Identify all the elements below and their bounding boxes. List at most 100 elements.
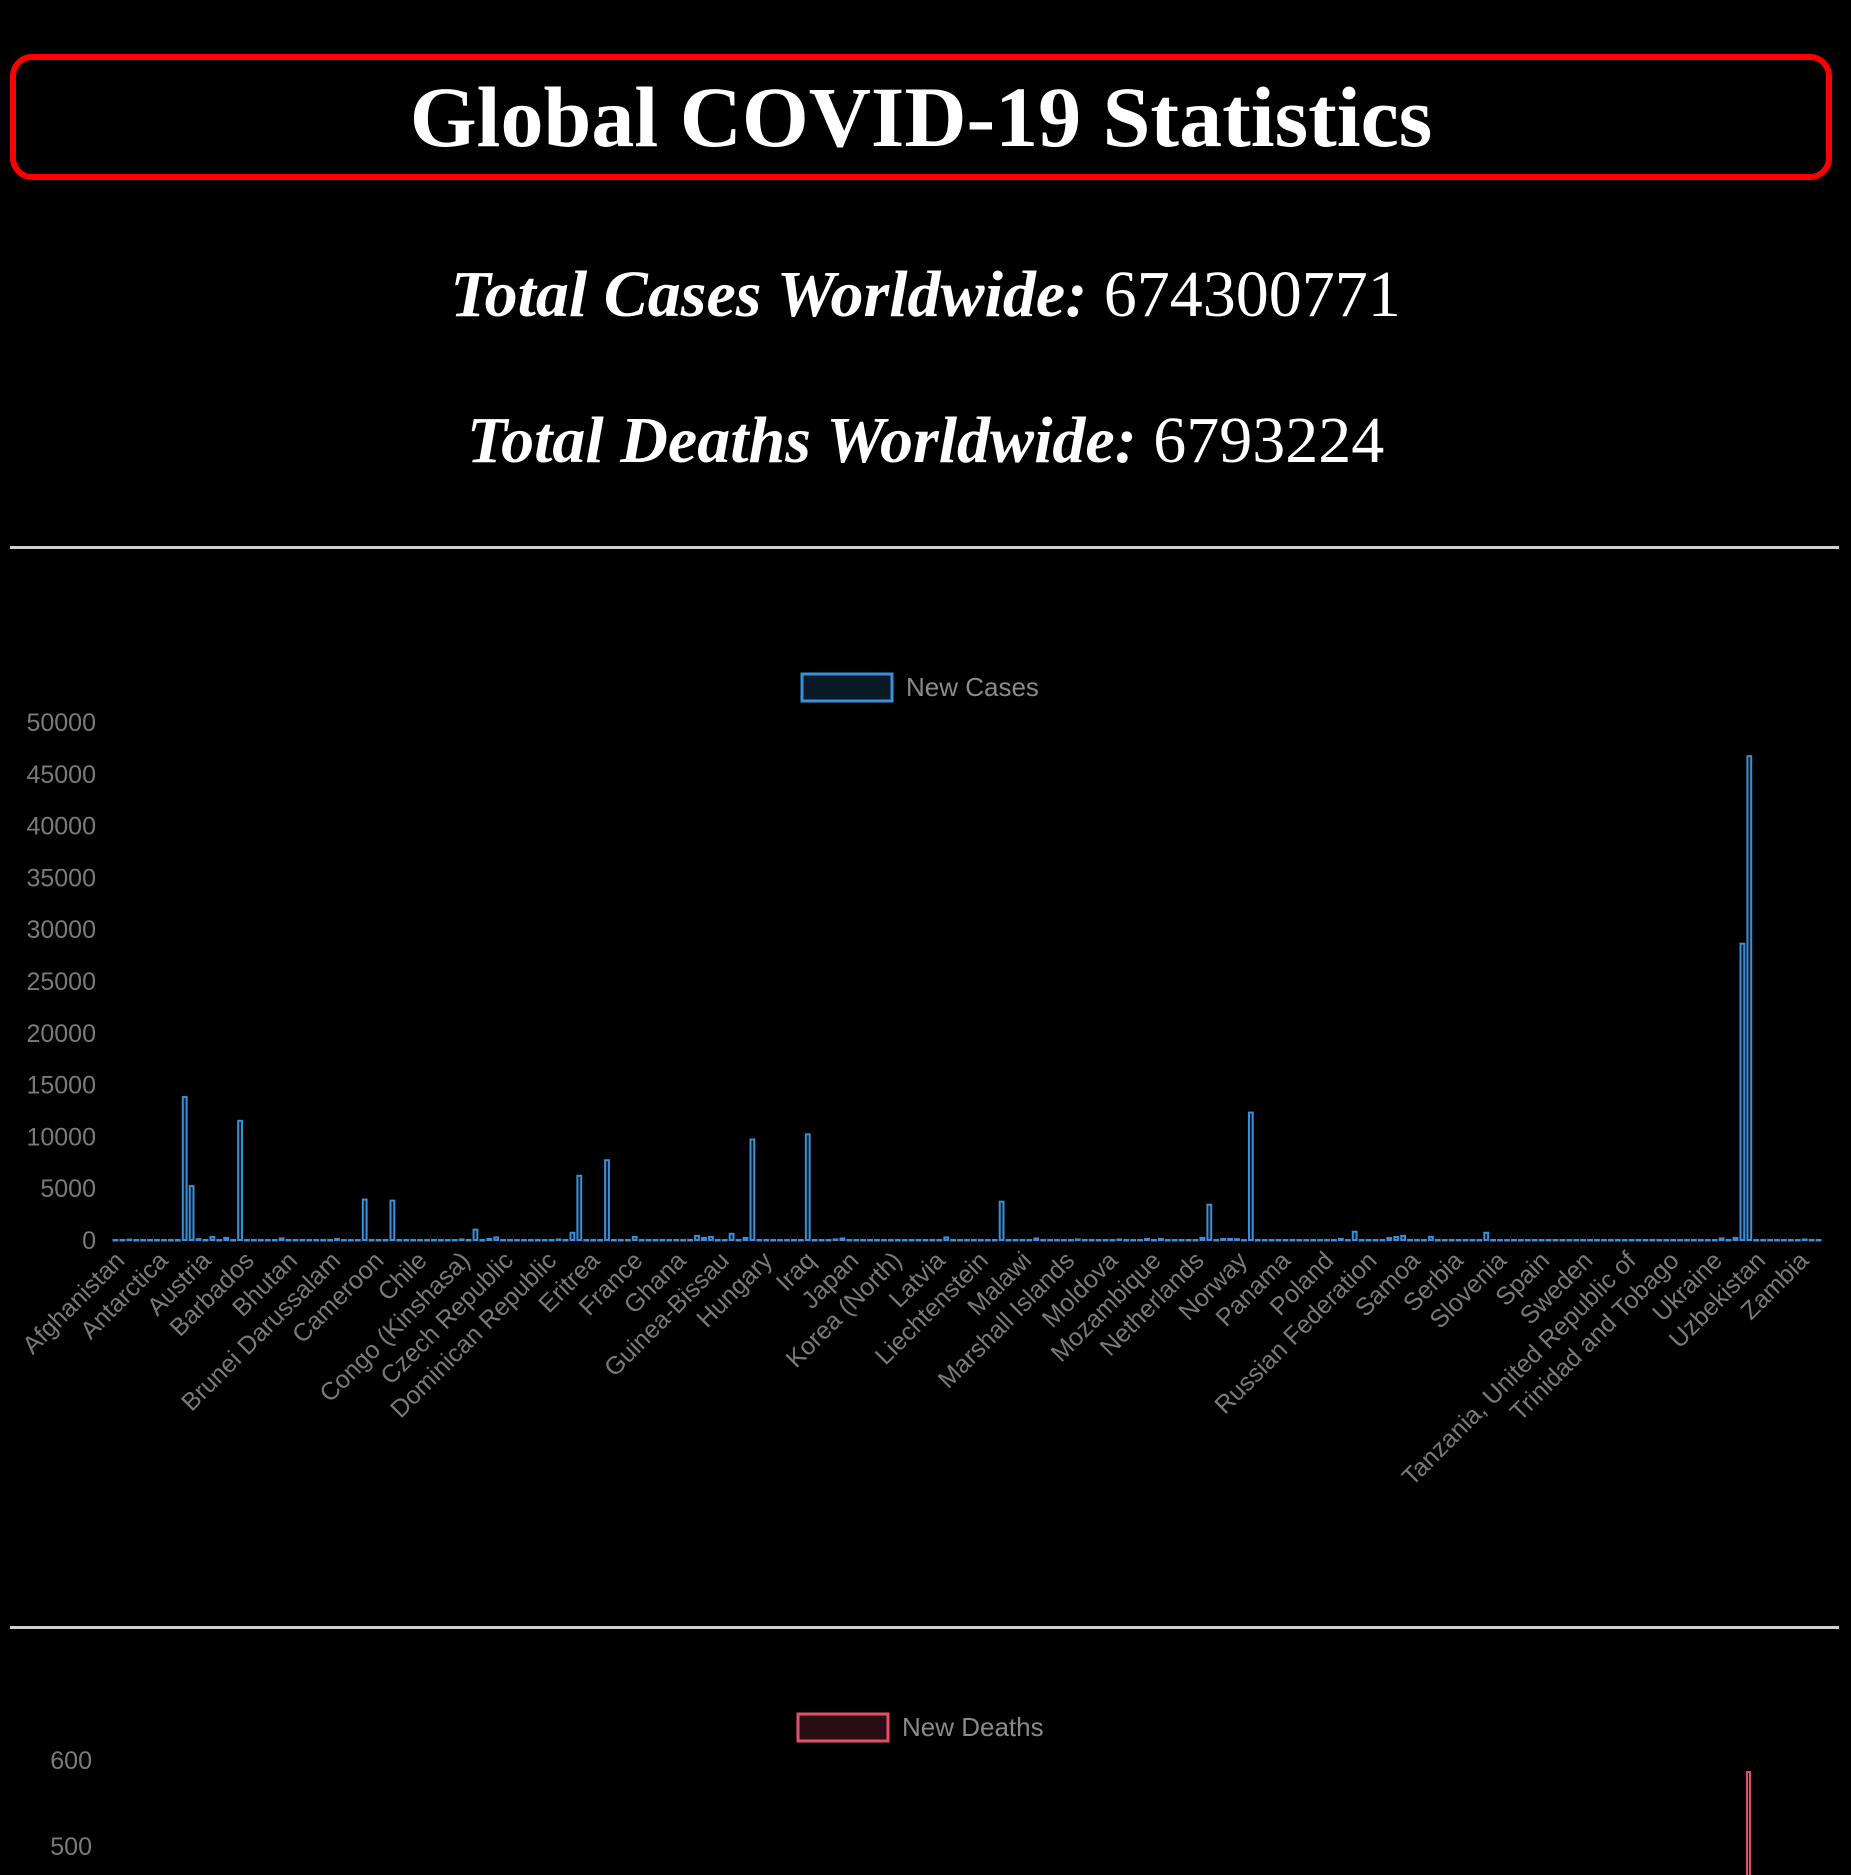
bar[interactable] xyxy=(541,1239,548,1242)
bar[interactable] xyxy=(1247,1111,1254,1242)
bar[interactable] xyxy=(119,1239,126,1242)
bar[interactable] xyxy=(1386,1236,1393,1241)
bar[interactable] xyxy=(1358,1239,1365,1242)
bar[interactable] xyxy=(1220,1237,1227,1242)
bar[interactable] xyxy=(894,1239,901,1242)
bar[interactable] xyxy=(354,1239,361,1242)
bar[interactable] xyxy=(811,1239,818,1242)
bar[interactable] xyxy=(1448,1239,1455,1242)
bar[interactable] xyxy=(1538,1239,1545,1242)
bar[interactable] xyxy=(1697,1239,1704,1242)
bar[interactable] xyxy=(915,1239,922,1242)
bar[interactable] xyxy=(1033,1237,1040,1242)
bar[interactable] xyxy=(1808,1239,1815,1242)
bar[interactable] xyxy=(1102,1239,1109,1242)
bar[interactable] xyxy=(548,1239,555,1242)
bar[interactable] xyxy=(410,1239,417,1242)
bar[interactable] xyxy=(368,1239,375,1242)
bar[interactable] xyxy=(1670,1239,1677,1242)
bar[interactable] xyxy=(1241,1239,1247,1242)
bar[interactable] xyxy=(1739,942,1746,1241)
bar[interactable] xyxy=(1144,1237,1150,1242)
bar[interactable] xyxy=(1324,1239,1330,1242)
bar[interactable] xyxy=(846,1239,853,1242)
bar[interactable] xyxy=(1047,1239,1053,1242)
bar[interactable] xyxy=(611,1239,617,1242)
bar[interactable] xyxy=(1026,1239,1033,1242)
bar[interactable] xyxy=(382,1239,389,1242)
bar[interactable] xyxy=(500,1239,507,1242)
bar[interactable] xyxy=(424,1239,430,1242)
bar[interactable] xyxy=(1421,1239,1427,1242)
bar[interactable] xyxy=(977,1239,984,1242)
bar[interactable] xyxy=(1310,1239,1317,1242)
bar[interactable] xyxy=(998,1200,1005,1241)
bar[interactable] xyxy=(299,1239,306,1242)
bar[interactable] xyxy=(1441,1239,1448,1242)
bar[interactable] xyxy=(1704,1239,1711,1242)
bar[interactable] xyxy=(763,1239,770,1242)
bar[interactable] xyxy=(590,1239,597,1242)
bar[interactable] xyxy=(1109,1239,1116,1242)
bar[interactable] xyxy=(1019,1239,1026,1242)
bar[interactable] xyxy=(1275,1239,1282,1242)
bar[interactable] xyxy=(292,1239,299,1242)
bar[interactable] xyxy=(604,1159,610,1241)
bar[interactable] xyxy=(874,1239,880,1242)
bar[interactable] xyxy=(1684,1239,1690,1242)
bar[interactable] xyxy=(991,1239,998,1242)
bar[interactable] xyxy=(361,1198,368,1241)
bar[interactable] xyxy=(1614,1239,1621,1242)
bar[interactable] xyxy=(1088,1239,1095,1242)
bar[interactable] xyxy=(1351,1230,1358,1242)
bar[interactable] xyxy=(1711,1239,1718,1242)
bar[interactable] xyxy=(749,1138,756,1242)
bar[interactable] xyxy=(597,1239,603,1242)
bar[interactable] xyxy=(860,1239,867,1242)
bar[interactable] xyxy=(1621,1239,1628,1242)
bar[interactable] xyxy=(1095,1239,1102,1242)
bar[interactable] xyxy=(237,1119,243,1241)
bar[interactable] xyxy=(936,1239,943,1242)
bar[interactable] xyxy=(264,1239,271,1242)
bar[interactable] xyxy=(327,1239,333,1242)
bar[interactable] xyxy=(1490,1239,1497,1242)
bar[interactable] xyxy=(209,1235,216,1242)
bar[interactable] xyxy=(451,1239,458,1242)
bar[interactable] xyxy=(216,1239,223,1242)
bar[interactable] xyxy=(1760,1239,1767,1242)
bar[interactable] xyxy=(791,1239,797,1242)
bar[interactable] xyxy=(1746,1771,1751,1875)
bar[interactable] xyxy=(1227,1237,1233,1242)
bar[interactable] xyxy=(839,1237,846,1242)
bar[interactable] xyxy=(1801,1238,1808,1241)
bar[interactable] xyxy=(687,1239,693,1242)
bar[interactable] xyxy=(1164,1239,1171,1242)
bar[interactable] xyxy=(1137,1239,1143,1242)
bar[interactable] xyxy=(347,1239,354,1242)
bar[interactable] xyxy=(770,1239,777,1242)
bar[interactable] xyxy=(140,1239,147,1242)
bar[interactable] xyxy=(1677,1239,1683,1242)
bar[interactable] xyxy=(1587,1239,1593,1242)
legend[interactable]: New Cases xyxy=(800,672,1039,703)
bar[interactable] xyxy=(1116,1238,1123,1241)
bar[interactable] xyxy=(756,1239,763,1242)
bar[interactable] xyxy=(1414,1239,1420,1242)
bar[interactable] xyxy=(195,1238,202,1241)
bar[interactable] xyxy=(922,1239,929,1242)
bar[interactable] xyxy=(396,1239,403,1242)
bar[interactable] xyxy=(929,1239,936,1242)
bar[interactable] xyxy=(576,1174,583,1242)
bar[interactable] xyxy=(1497,1239,1503,1242)
bar[interactable] xyxy=(1794,1239,1801,1242)
bar[interactable] xyxy=(1005,1239,1012,1242)
bar[interactable] xyxy=(334,1237,340,1242)
bar[interactable] xyxy=(957,1239,963,1242)
bar[interactable] xyxy=(1289,1239,1296,1242)
bar[interactable] xyxy=(714,1239,721,1242)
bar[interactable] xyxy=(389,1199,396,1242)
bar[interactable] xyxy=(257,1239,264,1242)
bar[interactable] xyxy=(680,1239,687,1242)
bar[interactable] xyxy=(167,1239,174,1242)
